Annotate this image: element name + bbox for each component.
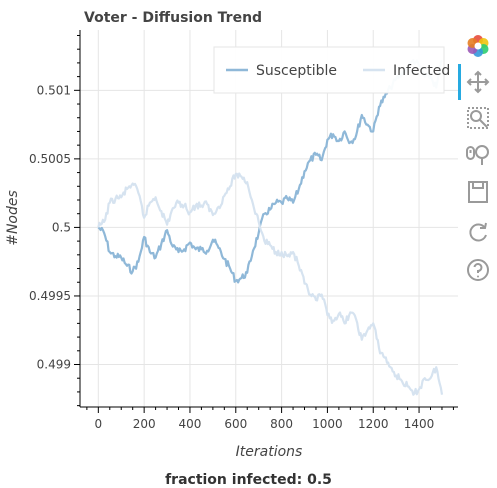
axes: 0 200 400 600 800 1000 1200 14000.4990.49950.50… xyxy=(29,30,458,431)
active-tool-indicator xyxy=(458,64,461,100)
x-axis-label: Iterations xyxy=(236,444,303,460)
reset-icon[interactable] xyxy=(464,218,492,246)
y-tick-label: 0.499 xyxy=(37,358,71,372)
y-tick-label: 0.5005 xyxy=(29,152,71,166)
chart: Voter - Diffusion Trend 0 200 400 600 800 100… xyxy=(5,10,458,460)
legend: Susceptible Infected xyxy=(213,46,450,94)
x-tick-label: 600 xyxy=(224,417,247,431)
legend-box xyxy=(213,46,445,94)
wheel-zoom-icon[interactable] xyxy=(464,140,492,168)
x-tick-label: 400 xyxy=(179,417,202,431)
pan-icon[interactable] xyxy=(464,68,492,96)
bokeh-logo-icon[interactable] xyxy=(464,32,492,60)
help-icon[interactable] xyxy=(464,256,492,284)
x-tick-label: 800 xyxy=(270,417,293,431)
x-tick-label: 1000 xyxy=(312,417,343,431)
x-tick-label: 200 xyxy=(133,417,156,431)
series-line-infected xyxy=(97,172,444,396)
box-zoom-icon[interactable] xyxy=(464,104,492,132)
x-tick-label: 0 xyxy=(95,417,103,431)
toolbar xyxy=(458,30,497,290)
series-line-susceptible xyxy=(97,59,443,284)
footer-status: fraction infected: 0.5 xyxy=(165,472,332,488)
x-tick-label: 1200 xyxy=(358,417,389,431)
legend-label: Infected xyxy=(393,63,450,79)
chart-title: Voter - Diffusion Trend xyxy=(84,10,262,26)
y-axis-label: #Nodes xyxy=(5,190,21,246)
save-icon[interactable] xyxy=(464,178,492,206)
y-tick-label: 0.501 xyxy=(37,83,71,97)
x-tick-label: 1400 xyxy=(404,417,435,431)
y-tick-label: 0.5 xyxy=(52,220,71,234)
series-lines xyxy=(97,59,444,396)
y-tick-label: 0.4995 xyxy=(29,289,71,303)
legend-label: Susceptible xyxy=(256,63,337,79)
